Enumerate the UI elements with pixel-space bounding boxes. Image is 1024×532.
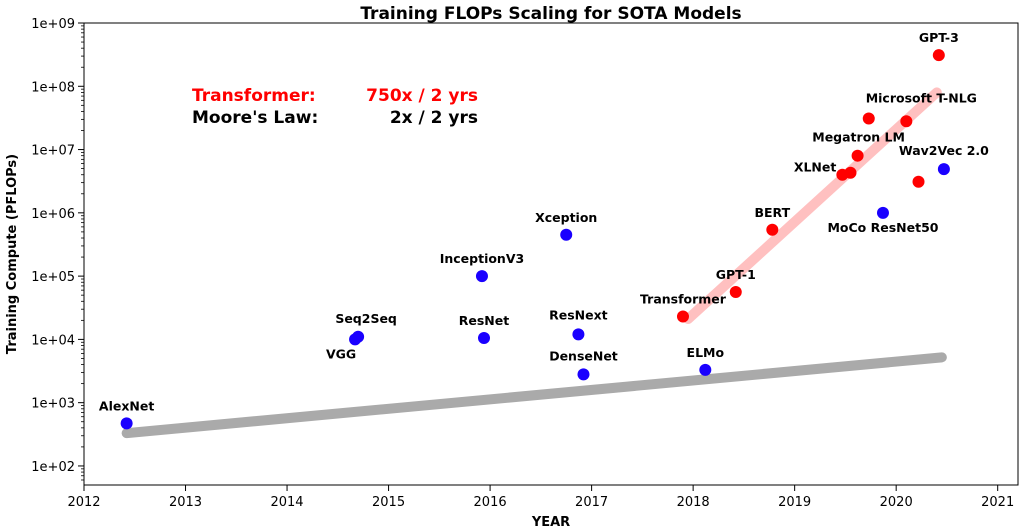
point-label: BERT (754, 205, 790, 220)
y-tick-label: 1e+08 (31, 80, 75, 95)
point-label: ResNet (459, 313, 509, 328)
point-label: InceptionV3 (440, 251, 525, 266)
point-bert (766, 223, 779, 236)
point-microsoft-t-nlg (900, 115, 913, 128)
point-xception (560, 228, 573, 241)
point-megatron-lm (851, 149, 864, 162)
point-transformer (676, 310, 689, 323)
moores-law-trend-line (121, 352, 947, 439)
y-axis-ticks: 1e+02 1e+03 1e+04 1e+05 1e+06 1e+07 1e+08 1e+09 (31, 17, 84, 481)
x-axis-label: YEAR (531, 515, 570, 530)
legend: Transformer: 750x / 2 yrs Moore's Law: 2… (192, 86, 478, 128)
x-tick-label: 2013 (169, 495, 202, 510)
point-inceptionv3 (475, 270, 488, 283)
legend-moore-name: Moore's Law: (192, 108, 318, 128)
y-axis-label: Training Compute (PFLOPs) (5, 154, 20, 354)
point-label: ELMo (687, 345, 725, 360)
point-labels: Transformer GPT-1 BERT XLNet Megatron LM Micr… (99, 30, 989, 413)
point-moco-resnet50 (876, 206, 889, 219)
trend-lines (121, 87, 947, 439)
point-wav2vec-2-0 (937, 163, 950, 176)
y-tick-label: 1e+09 (31, 17, 75, 32)
point-label: Seq2Seq (335, 311, 397, 326)
x-tick-label: 2021 (981, 495, 1014, 510)
point-label: MoCo ResNet50 (827, 220, 938, 235)
point-label: Xception (535, 210, 597, 225)
point-label: Transformer (640, 292, 727, 307)
point-resnet (477, 332, 490, 345)
point-label: GPT-1 (716, 267, 756, 282)
legend-transformer-name: Transformer: (192, 86, 316, 106)
point-label: Microsoft T-NLG (866, 90, 977, 105)
legend-moore-rate: 2x / 2 yrs (390, 108, 478, 128)
point-label: XLNet (794, 160, 837, 175)
legend-transformer-rate: 750x / 2 yrs (366, 86, 478, 106)
y-tick-label: 1e+05 (31, 270, 75, 285)
point-label: Megatron LM (812, 130, 905, 145)
point-resnext (572, 328, 585, 341)
x-tick-label: 2015 (372, 495, 405, 510)
point-label: GPT-3 (919, 30, 959, 45)
point-transformer-4 (844, 166, 857, 179)
y-tick-label: 1e+07 (31, 144, 75, 159)
x-tick-label: 2020 (880, 495, 913, 510)
point-transformer-6 (862, 112, 875, 125)
x-tick-label: 2014 (270, 495, 303, 510)
point-transformer-8 (912, 175, 925, 188)
x-tick-label: 2012 (67, 495, 100, 510)
chart-title: Training FLOPs Scaling for SOTA Models (360, 4, 741, 24)
x-tick-label: 2018 (677, 495, 710, 510)
x-tick-label: 2019 (778, 495, 811, 510)
y-tick-label: 1e+06 (31, 207, 75, 222)
point-label: VGG (326, 346, 356, 361)
point-densenet (577, 368, 590, 381)
point-elmo (699, 363, 712, 376)
point-seq2seq (352, 330, 365, 343)
point-label: ResNext (549, 307, 608, 322)
x-tick-label: 2017 (575, 495, 608, 510)
x-axis-ticks: 2012 2013 2014 2015 2016 2017 2018 2019 2020 2021 (67, 485, 1014, 510)
y-tick-label: 1e+02 (31, 460, 75, 475)
point-gpt-1 (729, 286, 742, 299)
y-tick-label: 1e+03 (31, 397, 75, 412)
transformer-trend-line (683, 87, 942, 325)
plot-area-frame (83, 22, 1019, 486)
x-tick-label: 2016 (474, 495, 507, 510)
point-alexnet (120, 417, 133, 430)
point-gpt-3 (932, 49, 945, 62)
point-label: DenseNet (549, 348, 618, 363)
data-points (120, 49, 950, 430)
point-label: Wav2Vec 2.0 (899, 143, 989, 158)
y-tick-label: 1e+04 (31, 333, 75, 348)
point-label: AlexNet (99, 398, 154, 413)
